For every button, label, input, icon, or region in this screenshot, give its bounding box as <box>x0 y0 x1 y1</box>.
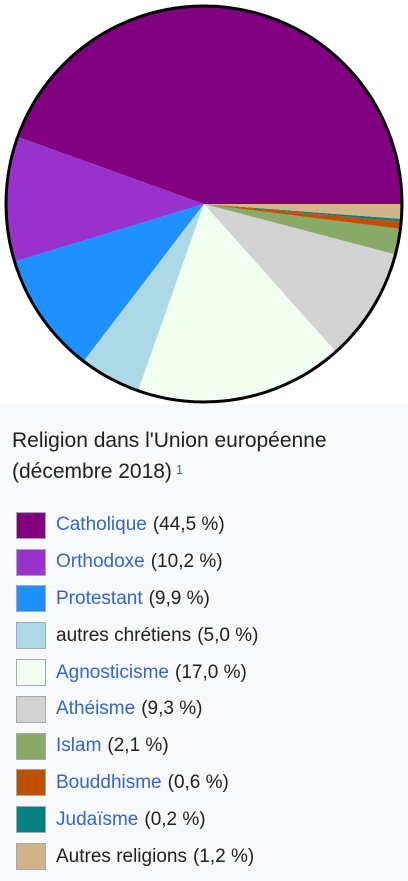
pie-chart <box>4 4 404 404</box>
legend-item: Athéisme (9,3 %) <box>16 691 258 728</box>
legend-percentage: (0,2 %) <box>144 808 206 830</box>
pie-slice-4 <box>138 204 336 402</box>
reference-link[interactable]: 1 <box>175 462 184 477</box>
pie-slice-7 <box>204 204 402 229</box>
legend-link[interactable]: Agnosticisme <box>56 661 169 683</box>
legend-percentage: (5,0 %) <box>197 624 259 646</box>
legend-link[interactable]: Judaïsme <box>56 808 139 830</box>
pie-slice-9 <box>204 204 402 219</box>
pie-slice-3 <box>83 204 204 391</box>
legend-swatch <box>16 843 46 871</box>
legend-swatch <box>16 695 46 723</box>
chart-caption: Religion dans l'Union européenne (décemb… <box>12 425 402 487</box>
legend-label: autres chrétiens <box>56 624 192 646</box>
legend-link[interactable]: Catholique <box>56 514 147 536</box>
legend-item: autres chrétiens (5,0 %) <box>16 617 258 654</box>
pie-slice-2 <box>14 204 204 362</box>
legend-item: Judaïsme (0,2 %) <box>16 801 258 838</box>
pie-slice-1 <box>6 136 205 262</box>
legend-link[interactable]: Protestant <box>56 587 143 609</box>
chart-legend: Catholique (44,5 %) Orthodoxe (10,2 %) Prote… <box>16 507 258 875</box>
legend-percentage: (1,2 %) <box>192 845 255 867</box>
legend-percentage: (9,3 %) <box>141 698 203 720</box>
legend-swatch <box>16 769 46 797</box>
legend-item: Agnosticisme (17,0 %) <box>16 654 258 691</box>
legend-percentage: (9,9 %) <box>148 587 210 609</box>
pie-outline <box>4 4 404 404</box>
legend-swatch <box>16 548 46 576</box>
legend-item: Orthodoxe (10,2 %) <box>16 544 258 581</box>
legend-link[interactable]: Athéisme <box>56 698 136 720</box>
pie-slice-5 <box>204 204 396 352</box>
chart-title: Religion dans l'Union européenne (décemb… <box>12 429 327 483</box>
legend-link[interactable]: Bouddhisme <box>56 771 162 793</box>
pie-chart-area <box>0 0 408 404</box>
legend-percentage: (10,2 %) <box>150 551 223 573</box>
legend-swatch <box>16 659 46 687</box>
pie-slice-8 <box>204 204 402 222</box>
legend-link[interactable]: Orthodoxe <box>56 551 145 573</box>
legend-label: Autres religions <box>56 845 187 867</box>
legend-item: Catholique (44,5 %) <box>16 507 258 544</box>
legend-swatch <box>16 806 46 834</box>
legend-item: Protestant (9,9 %) <box>16 581 258 618</box>
legend-swatch <box>16 622 46 650</box>
legend-percentage: (44,5 %) <box>152 514 225 536</box>
pie-slice-6 <box>204 204 401 255</box>
legend-item: Autres religions (1,2 %) <box>16 838 258 875</box>
legend-swatch <box>16 732 46 760</box>
legend-item: Islam (2,1 %) <box>16 728 258 765</box>
legend-percentage: (17,0 %) <box>175 661 247 683</box>
legend-swatch <box>16 511 46 539</box>
legend-percentage: (0,6 %) <box>167 771 229 793</box>
legend-swatch <box>16 585 46 613</box>
legend-item: Bouddhisme (0,6 %) <box>16 765 258 802</box>
pie-slice-0 <box>17 6 403 205</box>
legend-link[interactable]: Islam <box>56 735 102 757</box>
legend-percentage: (2,1 %) <box>107 735 169 757</box>
